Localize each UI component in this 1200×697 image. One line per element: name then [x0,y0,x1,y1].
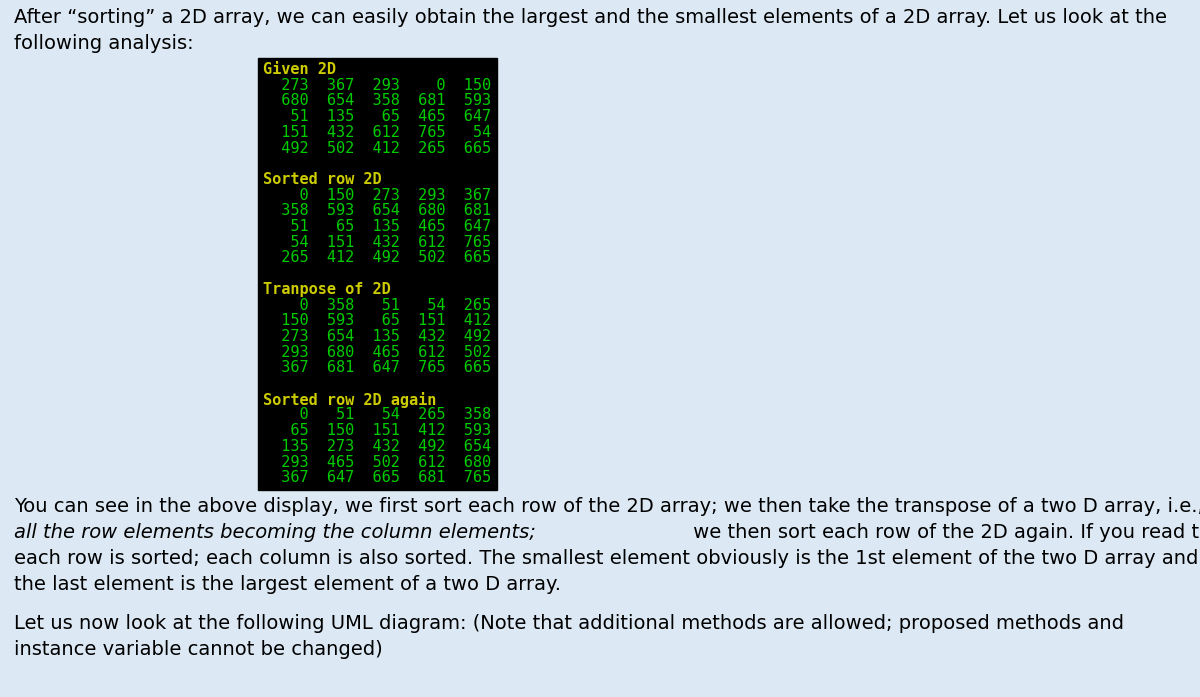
Text: 54  151  432  612  765: 54 151 432 612 765 [263,235,491,250]
Text: Tranpose of 2D: Tranpose of 2D [263,282,391,297]
Text: 0  358   51   54  265: 0 358 51 54 265 [263,298,491,312]
Text: You can see in the above display, we first sort each row of the 2D array; we the: You can see in the above display, we fir… [14,497,1200,516]
Text: 367  647  665  681  765: 367 647 665 681 765 [263,470,491,485]
Text: each row is sorted; each column is also sorted. The smallest element obviously i: each row is sorted; each column is also … [14,549,1199,568]
Text: 680  654  358  681  593: 680 654 358 681 593 [263,93,491,109]
Text: Sorted row 2D: Sorted row 2D [263,172,382,187]
Text: Sorted row 2D again: Sorted row 2D again [263,392,437,408]
FancyBboxPatch shape [258,58,497,490]
Text: 293  680  465  612  502: 293 680 465 612 502 [263,345,491,360]
Text: the last element is the largest element of a two D array.: the last element is the largest element … [14,575,562,594]
Text: Given 2D: Given 2D [263,62,336,77]
Text: 358  593  654  680  681: 358 593 654 680 681 [263,204,491,218]
Text: 51  135   65  465  647: 51 135 65 465 647 [263,109,491,124]
Text: instance variable cannot be changed): instance variable cannot be changed) [14,640,383,659]
Text: we then sort each row of the 2D again. If you read the final array,: we then sort each row of the 2D again. I… [688,523,1200,542]
Text: following analysis:: following analysis: [14,34,193,53]
Text: 135  273  432  492  654: 135 273 432 492 654 [263,439,491,454]
Text: Let us now look at the following UML diagram: (Note that additional methods are : Let us now look at the following UML dia… [14,614,1124,633]
Text: 293  465  502  612  680: 293 465 502 612 680 [263,454,491,470]
Text: 273  367  293    0  150: 273 367 293 0 150 [263,77,491,93]
Text: 51   65  135  465  647: 51 65 135 465 647 [263,219,491,234]
Text: all the row elements becoming the column elements;: all the row elements becoming the column… [14,523,536,542]
Text: 273  654  135  432  492: 273 654 135 432 492 [263,329,491,344]
Text: 0  150  273  293  367: 0 150 273 293 367 [263,187,491,203]
Text: 492  502  412  265  665: 492 502 412 265 665 [263,141,491,155]
Text: 0   51   54  265  358: 0 51 54 265 358 [263,408,491,422]
Text: After “sorting” a 2D array, we can easily obtain the largest and the smallest el: After “sorting” a 2D array, we can easil… [14,8,1166,27]
Text: 265  412  492  502  665: 265 412 492 502 665 [263,250,491,266]
Text: 151  432  612  765   54: 151 432 612 765 54 [263,125,491,140]
Text: 65  150  151  412  593: 65 150 151 412 593 [263,423,491,438]
Text: 367  681  647  765  665: 367 681 647 765 665 [263,360,491,376]
Text: 150  593   65  151  412: 150 593 65 151 412 [263,313,491,328]
